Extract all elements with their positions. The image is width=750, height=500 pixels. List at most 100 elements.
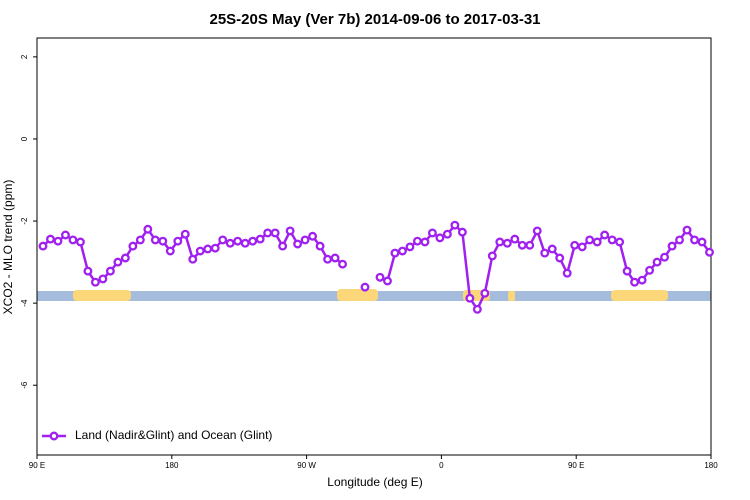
- data-point: [150, 235, 160, 245]
- data-point: [442, 229, 452, 239]
- data-point: [225, 238, 235, 248]
- data-point: [398, 246, 407, 256]
- data-point: [645, 265, 655, 275]
- plot-frame: [36, 37, 712, 456]
- y-tick-label: -6: [20, 381, 29, 389]
- data-point: [570, 240, 580, 250]
- data-point: [420, 237, 430, 247]
- y-tick-label: 2: [20, 54, 29, 59]
- data-point: [285, 226, 295, 236]
- data-point: [293, 239, 303, 249]
- data-point: [637, 275, 647, 285]
- data-point: [68, 235, 78, 245]
- data-point: [427, 228, 437, 238]
- data-point: [510, 234, 520, 244]
- data-point: [90, 277, 100, 287]
- data-point: [622, 266, 632, 276]
- data-point: [120, 253, 130, 263]
- data-point: [128, 241, 138, 251]
- data-point: [487, 251, 497, 261]
- data-point: [390, 248, 400, 258]
- x-tick-label: 0: [439, 461, 444, 470]
- data-point: [547, 244, 557, 254]
- data-point: [607, 235, 617, 245]
- data-point: [375, 272, 385, 282]
- data-point: [173, 236, 183, 246]
- data-point: [53, 236, 63, 246]
- data-point: [61, 230, 70, 240]
- data-point: [457, 227, 467, 237]
- data-point: [240, 238, 250, 248]
- data-point: [682, 225, 692, 235]
- data-point: [405, 242, 415, 252]
- x-axis-label: Longitude (deg E): [327, 475, 422, 489]
- x-tick-label: 180: [704, 461, 718, 470]
- data-point: [697, 237, 707, 247]
- data-point: [630, 277, 640, 287]
- data-point: [435, 233, 445, 243]
- data-point: [360, 282, 370, 292]
- data-point: [143, 224, 153, 234]
- data-point: [158, 236, 168, 246]
- y-tick-label: -4: [20, 299, 29, 307]
- data-point: [532, 226, 542, 236]
- data-point: [233, 236, 243, 246]
- data-point: [592, 237, 602, 247]
- legend-marker: [49, 431, 59, 441]
- data-point: [690, 235, 699, 245]
- data-point: [188, 254, 198, 264]
- data-point: [323, 254, 333, 264]
- y-tick-label: 0: [20, 136, 29, 141]
- data-point: [300, 235, 310, 245]
- x-tick-label: 90 W: [297, 461, 316, 470]
- data-point: [38, 241, 48, 251]
- data-point: [105, 266, 115, 276]
- data-point: [338, 259, 347, 269]
- data-point: [75, 237, 85, 247]
- data-point: [675, 235, 684, 245]
- data-point: [585, 235, 595, 245]
- data-point: [525, 240, 535, 250]
- data-point: [502, 238, 512, 248]
- data-point: [278, 241, 288, 251]
- data-point: [165, 246, 175, 256]
- data-point: [383, 276, 392, 286]
- data-point: [113, 257, 123, 267]
- data-point: [315, 241, 325, 251]
- y-axis-label: XCO2 - MLO trend (ppm): [1, 180, 15, 315]
- data-point: [203, 244, 213, 254]
- data-point: [600, 230, 610, 240]
- data-point: [577, 242, 587, 252]
- data-point: [562, 268, 572, 278]
- data-point: [248, 236, 258, 246]
- data-point: [195, 246, 205, 256]
- data-point: [330, 253, 340, 263]
- data-point: [465, 293, 475, 303]
- data-point: [540, 248, 550, 258]
- data-point: [705, 247, 714, 257]
- y-tick-label: -2: [20, 217, 29, 225]
- data-point: [135, 235, 145, 245]
- data-point: [218, 235, 228, 245]
- data-point: [472, 304, 482, 314]
- data-point: [615, 237, 625, 247]
- data-point: [517, 240, 527, 250]
- x-tick-label: 90 E: [568, 461, 584, 470]
- chart-title: 25S-20S May (Ver 7b) 2014-09-06 to 2017-…: [209, 11, 540, 28]
- data-point: [495, 237, 505, 247]
- data-point: [83, 266, 93, 276]
- data-point: [652, 257, 662, 267]
- data-point: [412, 236, 422, 246]
- data-point: [263, 228, 273, 238]
- data-point: [555, 253, 565, 263]
- data-point: [270, 228, 280, 238]
- data-point: [98, 274, 108, 284]
- data-point: [46, 234, 55, 244]
- data-point: [480, 288, 490, 298]
- x-tick-label: 180: [165, 461, 179, 470]
- x-tick-label: 90 E: [29, 461, 45, 470]
- data-point: [660, 252, 670, 262]
- data-point: [210, 243, 220, 253]
- data-point: [667, 241, 677, 251]
